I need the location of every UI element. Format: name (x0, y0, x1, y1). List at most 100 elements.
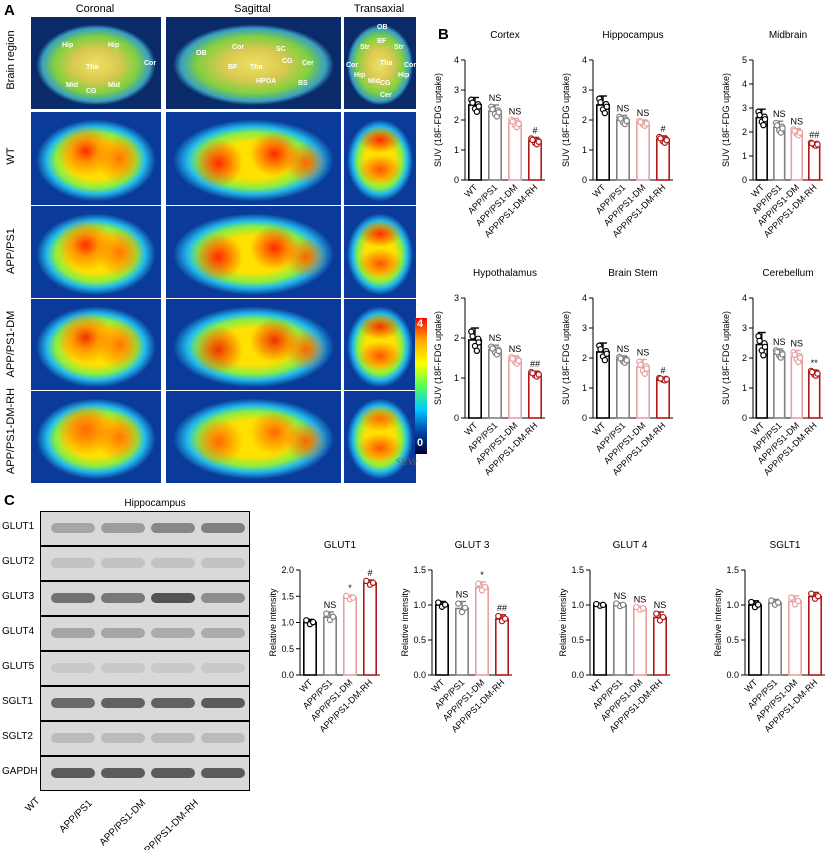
chart-0-point-0-5 (475, 103, 482, 110)
chart-0-bar-0 (467, 104, 482, 181)
region-label-transaxial-8: Hip (398, 72, 410, 79)
chart-9-point-1-1 (774, 599, 782, 606)
blot-band-2-0 (51, 593, 95, 603)
region-label-transaxial-6: Tha (380, 60, 393, 67)
chart-2-bar-2 (790, 131, 803, 181)
chart-3-ytick-label-0: 0 (454, 413, 459, 423)
chart-4-point-1-4 (617, 355, 624, 362)
chart-8-ytick-label-0: 0.0 (571, 670, 584, 680)
chart-6-ytick-label-3: 1.5 (281, 591, 294, 601)
chart-9-point-1-2 (768, 597, 775, 604)
chart-5-ytick-label-4: 4 (742, 293, 747, 303)
chart-3-point-3-4 (529, 369, 536, 377)
region-label-sagittal-8: BS (298, 80, 308, 87)
chart-8-title: GLUT 4 (613, 540, 648, 551)
chart-4-point-2-3 (641, 370, 649, 377)
region-label-sagittal-0: Cor (232, 44, 245, 51)
chart-1-title: Hippocampus (602, 30, 663, 41)
blot-band-0-2 (151, 523, 195, 533)
chart-6-bar-0 (302, 621, 317, 676)
blot-label-6: SGLT2 (2, 731, 33, 742)
pet-image-4-1 (165, 390, 342, 484)
chart-1-bar-2 (635, 122, 650, 181)
chart-3-point-1-4 (489, 345, 496, 352)
region-label-coronal-5: Mid (108, 82, 121, 89)
chart-2-annotation-1: NS (773, 109, 786, 119)
chart-7-ytick-label-0: 0.0 (413, 670, 426, 680)
blot-band-3-3 (201, 628, 245, 638)
chart-0-ytick-label-1: 1 (454, 145, 459, 155)
chart-0-point-3-4 (529, 136, 536, 144)
chart-6-point-3-1 (369, 579, 377, 587)
chart-9-ytick-label-0: 0.0 (726, 670, 739, 680)
chart-5-annotation-1: NS (773, 337, 786, 347)
chart-6-point-1-1 (329, 613, 337, 620)
pet-image-3-1 (165, 298, 342, 392)
chart-3-point-0-3 (473, 347, 481, 354)
chart-5-bar-2 (790, 355, 803, 419)
chart-7-point-3-2 (495, 612, 502, 620)
chart-3-ytick-label-1: 1 (454, 373, 459, 383)
chart-3-annotation-1: NS (489, 333, 502, 343)
chart-8-bar-1 (612, 604, 627, 676)
pet-image-0-2 (343, 16, 417, 110)
chart-7-annotation-1: NS (456, 590, 469, 600)
chart-5-point-1-5 (779, 351, 786, 358)
blot-label-5: SGLT1 (2, 696, 33, 707)
panel-label-a: A (4, 2, 15, 19)
chart-0-ylabel: SUV (18F-FDG uptake) (433, 73, 443, 167)
chart-1-annotation-1: NS (617, 104, 630, 114)
chart-1-point-3-5 (663, 137, 670, 144)
chart-8-point-3-1 (659, 613, 667, 621)
chart-2-point-1-5 (779, 125, 786, 132)
chart-2-point-0-3 (760, 121, 767, 129)
chart-4-annotation-1: NS (617, 344, 630, 354)
chart-2-point-0-5 (761, 116, 769, 123)
chart-9-point-0-1 (754, 601, 762, 608)
blot-band-6-3 (201, 733, 245, 743)
blot-strip-1 (40, 546, 250, 581)
blot-band-1-3 (201, 558, 245, 568)
blot-band-6-1 (101, 733, 145, 743)
chart-6-point-2-1 (349, 594, 357, 601)
pet-image-4-0 (30, 390, 162, 484)
chart-3-point-0-4 (469, 333, 476, 340)
chart-5-annotation-3: ** (811, 358, 819, 368)
chart-8-annotation-2: NS (634, 594, 647, 604)
chart-0-point-1-4 (489, 105, 496, 113)
chart-0-bar-3 (527, 140, 542, 181)
region-label-sagittal-1: OB (196, 50, 207, 57)
chart-2-point-1-4 (773, 122, 781, 129)
chart-9-bar-0 (747, 604, 762, 676)
chart-5-ytick-label-3: 3 (742, 323, 747, 333)
chart-2-ytick-label-5: 5 (742, 55, 747, 65)
chart-6-point-2-2 (343, 592, 350, 600)
chart-1-point-0-3 (601, 109, 609, 117)
chart-0-annotation-3: # (532, 125, 537, 135)
region-label-transaxial-5: Cor (404, 62, 417, 69)
chart-8-point-0-2 (593, 600, 600, 608)
panel-label-b: B (438, 26, 449, 43)
chart-1-ytick-label-4: 4 (582, 55, 587, 65)
region-label-transaxial-11: Cer (380, 92, 392, 99)
pet-image-2-1 (165, 205, 342, 300)
chart-5-ytick-label-2: 2 (742, 353, 747, 363)
chart-3-point-0-5 (475, 339, 482, 346)
chart-4-point-2-4 (637, 361, 644, 368)
chart-0-point-2-5 (515, 120, 522, 128)
chart-4-ylabel: SUV (18F-FDG uptake) (561, 311, 571, 405)
chart-9-point-2-1 (794, 597, 802, 605)
blot-band-5-2 (151, 698, 195, 708)
chart-0-ytick-label-0: 0 (454, 175, 459, 185)
region-label-transaxial-2: Str (360, 44, 370, 51)
chart-3-point-2-4 (509, 355, 516, 362)
chart-2-ytick-label-4: 4 (742, 79, 747, 89)
chart-2-ylabel: SUV (18F-FDG uptake) (721, 73, 731, 167)
region-label-transaxial-1: BF (377, 38, 387, 45)
chart-1-point-2-5 (643, 120, 650, 127)
blot-band-7-1 (101, 768, 145, 778)
column-title-sagittal: Sagittal (234, 3, 271, 15)
panel-label-c: C (4, 492, 15, 509)
chart-3-bar-2 (507, 359, 522, 419)
chart-7-title: GLUT 3 (455, 540, 490, 551)
